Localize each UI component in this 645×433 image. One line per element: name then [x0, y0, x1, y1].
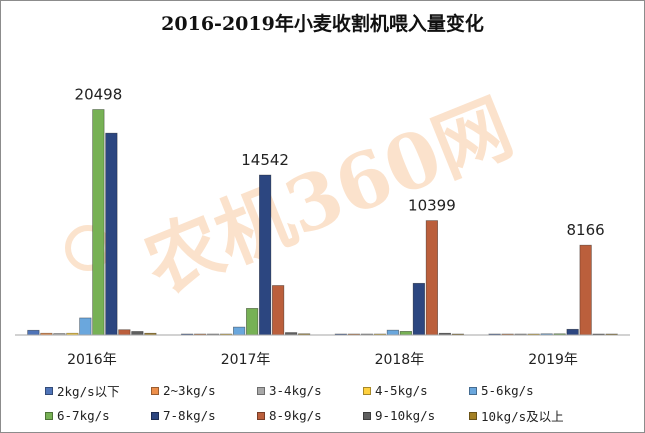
x-tick-label: 2017年: [221, 352, 271, 368]
x-tick-label: 2016年: [67, 352, 117, 368]
legend-label: 5-6kg/s: [481, 383, 534, 398]
legend-item: 3-4kg/s: [257, 383, 363, 398]
bar-2-5: [233, 326, 246, 336]
legend-label: 9-10kg/s: [375, 408, 436, 423]
bar-1-8: [118, 329, 131, 336]
legend-item: 2~3kg/s: [151, 383, 257, 398]
legend-swatch: [469, 386, 477, 395]
bar-3-6: [399, 331, 412, 336]
data-label: 14542: [241, 151, 289, 169]
data-label: 8166: [567, 221, 605, 239]
legend-item: 10kg/s及以上: [469, 406, 575, 425]
x-tick-label: 2018年: [375, 352, 425, 368]
legend-row: 6-7kg/s 7-8kg/s 8-9kg/s 9-10kg/s 10kg/s及以上: [45, 403, 635, 428]
legend-swatch: [45, 411, 53, 420]
legend-label: 8-9kg/s: [269, 408, 322, 423]
legend-swatch: [257, 411, 265, 420]
bar-4-7: [566, 328, 579, 336]
legend-label: 6-7kg/s: [57, 408, 110, 423]
legend-label: 2~3kg/s: [163, 383, 216, 398]
legend-swatch: [257, 386, 265, 395]
legend-swatch: [151, 411, 159, 420]
legend-swatch: [363, 411, 371, 420]
legend-item: 8-9kg/s: [257, 408, 363, 423]
bar-3-7: [412, 282, 425, 336]
legend-item: 6-7kg/s: [45, 408, 151, 423]
bar-1-9: [131, 331, 144, 336]
bar-2-7: [259, 174, 272, 336]
bar-3-8: [425, 220, 438, 336]
legend-row: 2kg/s以下 2~3kg/s 3-4kg/s 4-5kg/s 5-6kg/s: [45, 378, 635, 403]
legend-label: 2kg/s以下: [57, 384, 120, 399]
bar-2-8: [272, 285, 285, 336]
legend-swatch: [45, 386, 53, 395]
legend-label: 3-4kg/s: [269, 383, 322, 398]
legend-swatch: [151, 386, 159, 395]
bar-2-6: [246, 308, 259, 336]
watermark-logo: 农机360网: [132, 82, 524, 309]
svg-text:农机360网: 农机360网: [132, 82, 524, 309]
bar-3-5: [386, 329, 399, 336]
legend-swatch: [363, 386, 371, 395]
bar-1-6: [92, 109, 105, 336]
legend-item: 7-8kg/s: [151, 408, 257, 423]
chart-legend: 2kg/s以下 2~3kg/s 3-4kg/s 4-5kg/s 5-6kg/s 6-7kg…: [45, 378, 635, 428]
chart-title: 2016-2019年小麦收割机喂入量变化: [161, 13, 484, 35]
data-label: 10399: [408, 197, 456, 215]
data-label: 20498: [75, 86, 123, 104]
bar-1-7: [105, 132, 118, 336]
legend-item: 9-10kg/s: [363, 408, 469, 423]
legend-label: 10kg/s及以上: [481, 409, 564, 424]
x-tick-label: 2019年: [528, 352, 578, 368]
legend-item: 4-5kg/s: [363, 383, 469, 398]
legend-swatch: [469, 411, 477, 420]
legend-item: 5-6kg/s: [469, 383, 575, 398]
bar-1-5: [79, 317, 92, 336]
legend-label: 4-5kg/s: [375, 383, 428, 398]
bar-4-8: [579, 244, 592, 336]
legend-label: 7-8kg/s: [163, 408, 216, 423]
legend-item: 2kg/s以下: [45, 381, 151, 400]
bar-1-1: [27, 329, 40, 336]
